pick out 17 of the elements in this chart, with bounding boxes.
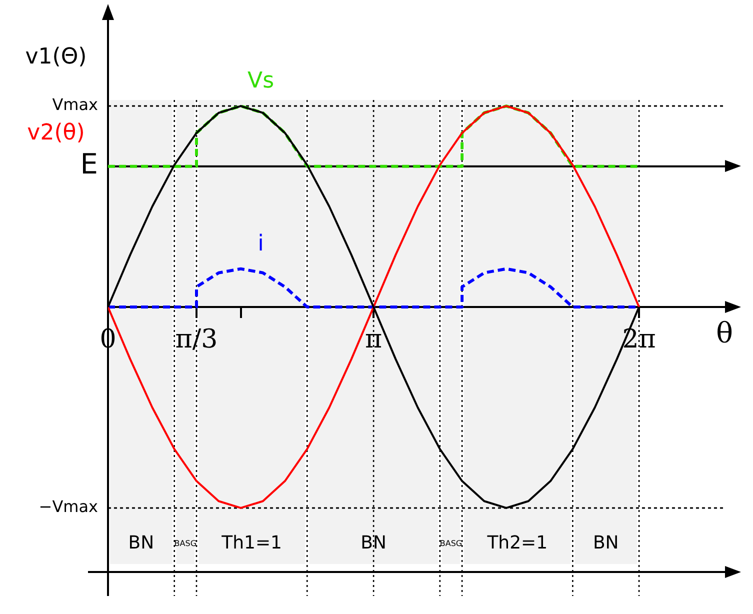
band-label: BASG [440,539,462,548]
band-label: Th2=1 [486,532,548,554]
ref-line-label: −Vmax [38,497,98,516]
text: v2(θ) [27,120,85,146]
band-label: BN [360,532,386,554]
series-label: i [258,232,264,257]
band-label: BASG [174,539,197,548]
ref-line-label: Vmax [52,95,98,114]
x-axis-title: θ [716,316,733,350]
band-label: BN [128,532,154,554]
x-tick-label: π [365,324,382,354]
band-label: BN [592,532,619,554]
legend-label: v1(Θ) [25,44,87,70]
band-label: Th1=1 [220,532,282,554]
ref-line-label: E [80,148,98,181]
x-tick-label: π/3 [175,324,218,354]
series-label: Vs [248,68,274,94]
